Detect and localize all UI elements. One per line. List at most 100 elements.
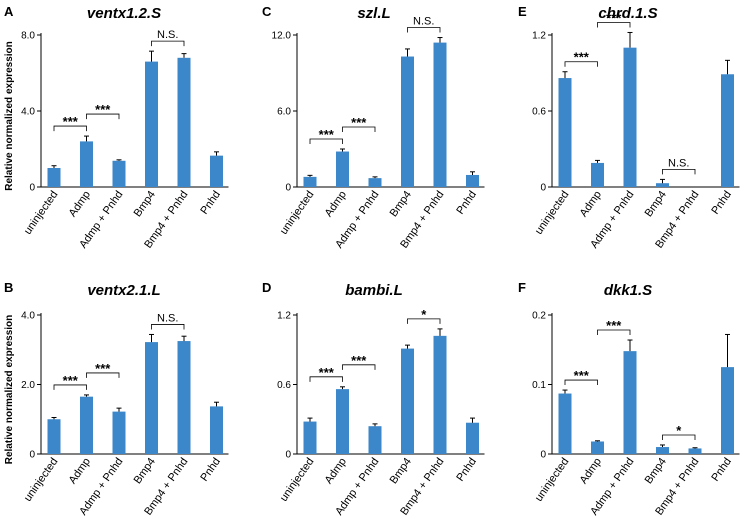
bar-pnhd: [210, 155, 223, 187]
significance-bracket: [564, 379, 598, 386]
bar-pnhd: [466, 422, 479, 454]
significance-label: ***: [574, 368, 590, 383]
y-tick-label: 0.6: [532, 107, 546, 118]
significance-label: ***: [574, 50, 590, 65]
significance-label: ***: [63, 114, 79, 129]
category-label: Bmp4: [132, 456, 158, 486]
y-tick-label: 0: [540, 450, 546, 461]
bar-admp-pnhd: [112, 411, 126, 454]
bar-pnhd: [721, 74, 734, 187]
category-label: uninjected: [278, 456, 317, 504]
category-label: uninjected: [22, 456, 61, 504]
significance-bracket: [342, 126, 376, 132]
bar-admp-pnhd: [112, 160, 126, 187]
category-label: Pnhd: [454, 456, 479, 484]
category-label: Pnhd: [454, 189, 479, 217]
y-tick-label: 0: [29, 450, 35, 461]
category-label: Pnhd: [709, 189, 734, 217]
significance-label: ***: [351, 353, 367, 368]
bar-admp: [80, 396, 93, 454]
bar-bmp4-pnhd: [177, 341, 191, 454]
significance-bracket: [86, 113, 120, 120]
y-tick-label: 0: [540, 183, 546, 194]
bar-bmp4-pnhd: [688, 448, 702, 454]
significance-label: ***: [319, 365, 335, 380]
y-tick-label: 0: [29, 183, 35, 194]
y-tick-label: 0.6: [277, 380, 291, 391]
category-label: Admp: [578, 189, 604, 219]
significance-bracket: [597, 22, 631, 28]
y-tick-label: 1.2: [277, 311, 291, 322]
bar-uninjected: [558, 78, 572, 187]
panel-letter: C: [262, 4, 272, 19]
significance-bracket: [564, 61, 598, 67]
bar-bmp4: [656, 447, 669, 454]
bar-admp-pnhd: [368, 178, 382, 187]
significance-bracket: [662, 434, 696, 440]
y-tick-label: 8.0: [21, 31, 35, 42]
chart-title: chrd.1.S: [598, 5, 657, 22]
chart-title: bambi.L: [345, 282, 403, 299]
bar-admp: [591, 162, 604, 187]
significance-bracket: [597, 329, 631, 336]
bar-uninjected: [47, 419, 61, 454]
category-label: Bmp4: [132, 189, 158, 219]
category-label: Bmp4: [643, 456, 669, 486]
bar-bmp4-pnhd: [433, 335, 447, 454]
panel-letter: D: [262, 280, 271, 295]
category-label: uninjected: [22, 189, 61, 237]
bar-bmp4: [401, 348, 414, 454]
category-label: Pnhd: [198, 456, 223, 484]
category-label: Admp: [67, 189, 93, 219]
category-label: Admp: [578, 456, 604, 486]
bar-admp: [80, 141, 93, 187]
significance-bracket: [86, 372, 120, 378]
category-label: Pnhd: [709, 456, 734, 484]
y-tick-label: 0.2: [532, 311, 546, 322]
significance-bracket: [53, 384, 87, 390]
significance-bracket: [53, 125, 87, 132]
y-tick-label: 0.1: [532, 380, 546, 391]
bar-bmp4: [656, 183, 669, 187]
bar-admp-pnhd: [368, 426, 382, 454]
y-tick-label: 0: [285, 450, 291, 461]
bar-bmp4: [401, 56, 414, 188]
panel-letter: E: [518, 4, 527, 19]
significance-bracket: [407, 27, 441, 33]
y-tick-label: 4.0: [21, 311, 35, 322]
chart-title: ventx1.2.S: [87, 5, 161, 22]
significance-label: ***: [95, 361, 111, 376]
category-label: Bmp4: [643, 189, 669, 219]
panel-letter: A: [4, 4, 14, 19]
chart-title: szl.L: [357, 5, 390, 22]
bar-admp: [591, 441, 604, 454]
significance-label: N.S.: [413, 16, 434, 28]
panel-letter: B: [4, 280, 13, 295]
bar-bmp4: [145, 61, 158, 187]
category-label: Admp: [323, 456, 349, 486]
y-tick-label: 12.0: [272, 31, 292, 42]
bar-uninjected: [303, 421, 317, 454]
bar-uninjected: [303, 176, 317, 187]
bar-admp-pnhd: [623, 351, 637, 454]
significance-label: *: [421, 307, 427, 322]
y-tick-label: 6.0: [277, 107, 291, 118]
significance-label: *: [676, 423, 682, 438]
y-axis-label: Relative normalized expression: [4, 41, 15, 191]
category-label: uninjected: [533, 456, 572, 504]
category-label: Admp: [67, 456, 93, 486]
bar-pnhd: [466, 174, 479, 187]
category-label: Pnhd: [198, 189, 223, 217]
category-label: Bmp4: [388, 189, 414, 219]
significance-bracket: [342, 364, 376, 370]
significance-label: N.S.: [157, 312, 178, 324]
significance-bracket: [309, 376, 343, 382]
significance-label: ***: [319, 127, 335, 142]
